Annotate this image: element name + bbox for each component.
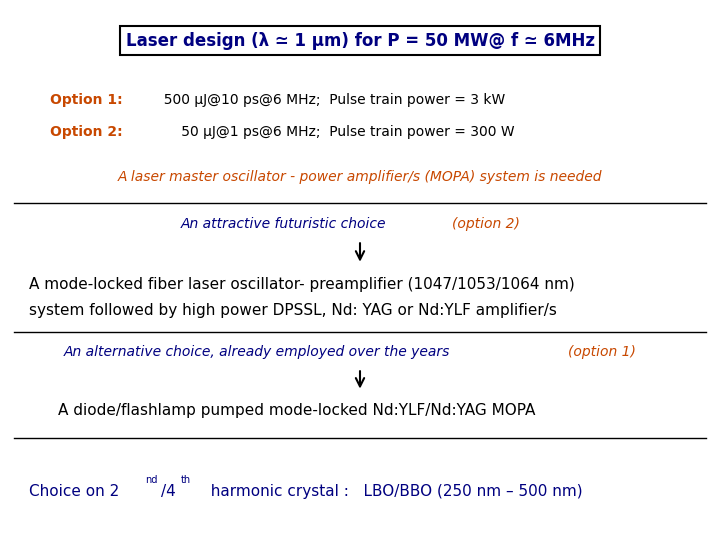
Text: Option 1:: Option 1: bbox=[50, 93, 123, 107]
Text: An alternative choice, already employed over the years: An alternative choice, already employed … bbox=[64, 345, 455, 359]
Text: An attractive futuristic choice: An attractive futuristic choice bbox=[181, 217, 391, 231]
Text: A laser master oscillator - power amplifier/s (MOPA) system is needed: A laser master oscillator - power amplif… bbox=[118, 170, 602, 184]
Text: (option 2): (option 2) bbox=[451, 217, 520, 231]
Text: 50 μJ@1 ps@6 MHz;  Pulse train power = 300 W: 50 μJ@1 ps@6 MHz; Pulse train power = 30… bbox=[155, 125, 514, 139]
Text: Laser design (λ ≃ 1 μm) for P = 50 MW@ f ≃ 6MHz: Laser design (λ ≃ 1 μm) for P = 50 MW@ f… bbox=[125, 31, 595, 50]
Text: A mode-locked fiber laser oscillator- preamplifier (1047/1053/1064 nm): A mode-locked fiber laser oscillator- pr… bbox=[29, 277, 575, 292]
Text: Option 2:: Option 2: bbox=[50, 125, 123, 139]
Text: Choice on 2: Choice on 2 bbox=[29, 484, 119, 499]
Text: harmonic crystal :   LBO/BBO (250 nm – 500 nm): harmonic crystal : LBO/BBO (250 nm – 500… bbox=[201, 484, 582, 499]
Text: system followed by high power DPSSL, Nd: YAG or Nd:YLF amplifier/s: system followed by high power DPSSL, Nd:… bbox=[29, 303, 557, 318]
Text: An attractive futuristic choice (option 2): An attractive futuristic choice (option … bbox=[221, 217, 499, 231]
Text: (option 1): (option 1) bbox=[568, 345, 636, 359]
Text: An alternative choice, already employed over the years (option 1): An alternative choice, already employed … bbox=[131, 345, 589, 359]
Text: /4: /4 bbox=[161, 484, 176, 499]
Text: th: th bbox=[181, 475, 191, 484]
Text: 500 μJ@10 ps@6 MHz;  Pulse train power = 3 kW: 500 μJ@10 ps@6 MHz; Pulse train power = … bbox=[155, 93, 505, 107]
Text: A diode/flashlamp pumped mode-locked Nd:YLF/Nd:YAG MOPA: A diode/flashlamp pumped mode-locked Nd:… bbox=[58, 403, 535, 418]
Text: nd: nd bbox=[145, 475, 158, 484]
